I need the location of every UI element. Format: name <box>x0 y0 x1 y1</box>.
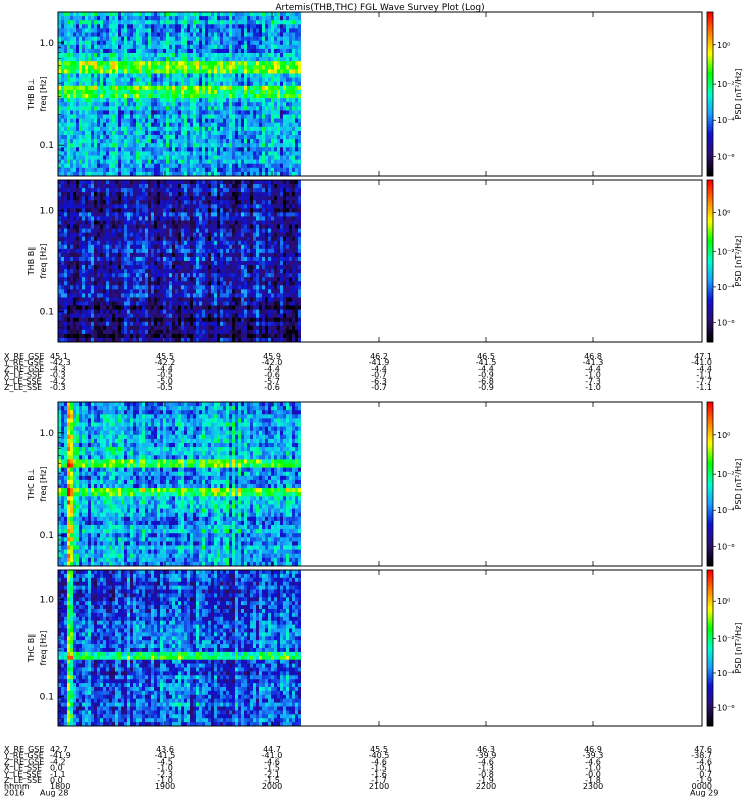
panel-name-thb-bperp: THB B⊥ <box>27 78 36 110</box>
ephem-value: -1.1 <box>696 383 712 392</box>
y-axis-label-thc-bperp: freq [Hz] <box>39 467 48 502</box>
colorbar-label-thc-bperp: PSD [nT²/Hz] <box>734 459 743 510</box>
colorbar-tick-label: 10⁰ <box>717 41 730 50</box>
ephem-value: -1.0 <box>585 383 601 392</box>
ephem-value: -0.9 <box>478 383 494 392</box>
y-axis-label-thc-bpar: freq [Hz] <box>39 631 48 666</box>
colorbar-tick-label: 10⁰ <box>717 208 730 217</box>
colorbar-thc-bpar: 10⁰ 10⁻² 10⁻⁴ 10⁻⁶ PSD [nT²/Hz] <box>707 570 743 726</box>
panel-name-thc-bpar: THC B∥ <box>27 634 36 664</box>
colorbar-tick-label: 10⁻² <box>717 635 735 644</box>
colorbar-tick-label: 10⁻⁶ <box>717 542 735 551</box>
colorbar-tick-label: 10⁻⁶ <box>717 152 735 161</box>
colorbar-tick-label: 10⁰ <box>717 431 730 440</box>
panel-thb-bperp: 1.0 0.1 THB B⊥freq [Hz] 10⁰ 10⁻² 10⁻⁴ 10⁻⁶ PSD … <box>27 12 743 176</box>
colorbar-thc-bperp: 10⁰ 10⁻² 10⁻⁴ 10⁻⁶ PSD [nT²/Hz] <box>707 402 743 566</box>
time-axis-labels: hhmm 2016 Aug 28 Aug 29 <box>4 782 718 797</box>
x-tick-label: 2200 <box>476 782 496 791</box>
ephem-value: -0.5 <box>157 383 173 392</box>
ephem-value: -0.6 <box>264 383 280 392</box>
ephem-value: -0.7 <box>371 383 387 392</box>
colorbar-thb-bperp: 10⁰ 10⁻² 10⁻⁴ 10⁻⁶ PSD [nT²/Hz] <box>707 12 743 176</box>
panel-thc-bperp: 1.0 0.1 THC B⊥freq [Hz] 10⁰ 10⁻² 10⁻⁴ 10⁻⁶ PSD … <box>27 402 743 566</box>
y-tick-label: 0.1 <box>40 693 54 703</box>
colorbar-tick-label: 10⁰ <box>717 597 730 606</box>
colorbar-tick-label: 10⁻⁶ <box>717 319 735 328</box>
date-end-label: Aug 29 <box>690 788 718 797</box>
y-tick-label: 1.0 <box>40 595 55 605</box>
y-axis-label-thb-bpar: freq [Hz] <box>39 244 48 279</box>
year-label: 2016 <box>4 788 24 797</box>
y-tick-label: 1.0 <box>40 206 55 216</box>
colorbar-label-thb-bpar: PSD [nT²/Hz] <box>734 236 743 287</box>
spectrogram-thc-bpar <box>58 570 301 726</box>
colorbar-tick-label: 10⁻⁴ <box>717 283 735 292</box>
spectrogram-thb-bperp <box>58 12 301 176</box>
y-tick-label: 1.0 <box>40 39 55 49</box>
colorbar-label-thc-bpar: PSD [nT²/Hz] <box>734 623 743 674</box>
colorbar-tick-label: 10⁻² <box>717 247 735 256</box>
x-tick-label: 2100 <box>369 782 389 791</box>
colorbar-tick-label: 10⁻⁴ <box>717 669 735 678</box>
colorbar-tick-label: 10⁻² <box>717 470 735 479</box>
y-tick-label: 0.1 <box>40 308 54 318</box>
y-axis-label-thb-bperp: freq [Hz] <box>39 77 48 112</box>
colorbar-tick-label: 10⁻⁶ <box>717 703 735 712</box>
panel-name-thb-bpar: THB B∥ <box>27 247 36 276</box>
x-tick-label: 2000 <box>262 782 282 791</box>
spectrogram-thb-bpar <box>58 180 301 342</box>
spectrogram-thc-bperp <box>58 402 301 566</box>
colorbar-label-thb-bperp: PSD [nT²/Hz] <box>734 69 743 120</box>
y-tick-label: 0.1 <box>40 141 54 151</box>
colorbar-thb-bpar: 10⁰ 10⁻² 10⁻⁴ 10⁻⁶ PSD [nT²/Hz] <box>707 180 743 342</box>
colorbar-tick-label: 10⁻² <box>717 80 735 89</box>
colorbar-tick-label: 10⁻⁴ <box>717 116 735 125</box>
x-tick-label: 2300 <box>583 782 603 791</box>
x-tick-label: 1900 <box>155 782 175 791</box>
date-start-label: Aug 28 <box>40 788 68 797</box>
panel-thc-bpar: 1.0 0.1 THC B∥freq [Hz] 10⁰ 10⁻² 10⁻⁴ 10⁻⁶ PSD … <box>27 570 743 726</box>
y-tick-label: 1.0 <box>40 429 55 439</box>
y-tick-label: 0.1 <box>40 531 54 541</box>
ephem-value: -0.3 <box>50 383 66 392</box>
ephem-label: Z_LE_SSE <box>4 383 42 392</box>
panel-thb-bpar: 1.0 0.1 THB B∥freq [Hz] 10⁰ 10⁻² 10⁻⁴ 10⁻⁶ PSD … <box>27 180 743 342</box>
panel-name-thc-bperp: THC B⊥ <box>27 468 36 501</box>
colorbar-tick-label: 10⁻⁴ <box>717 506 735 515</box>
